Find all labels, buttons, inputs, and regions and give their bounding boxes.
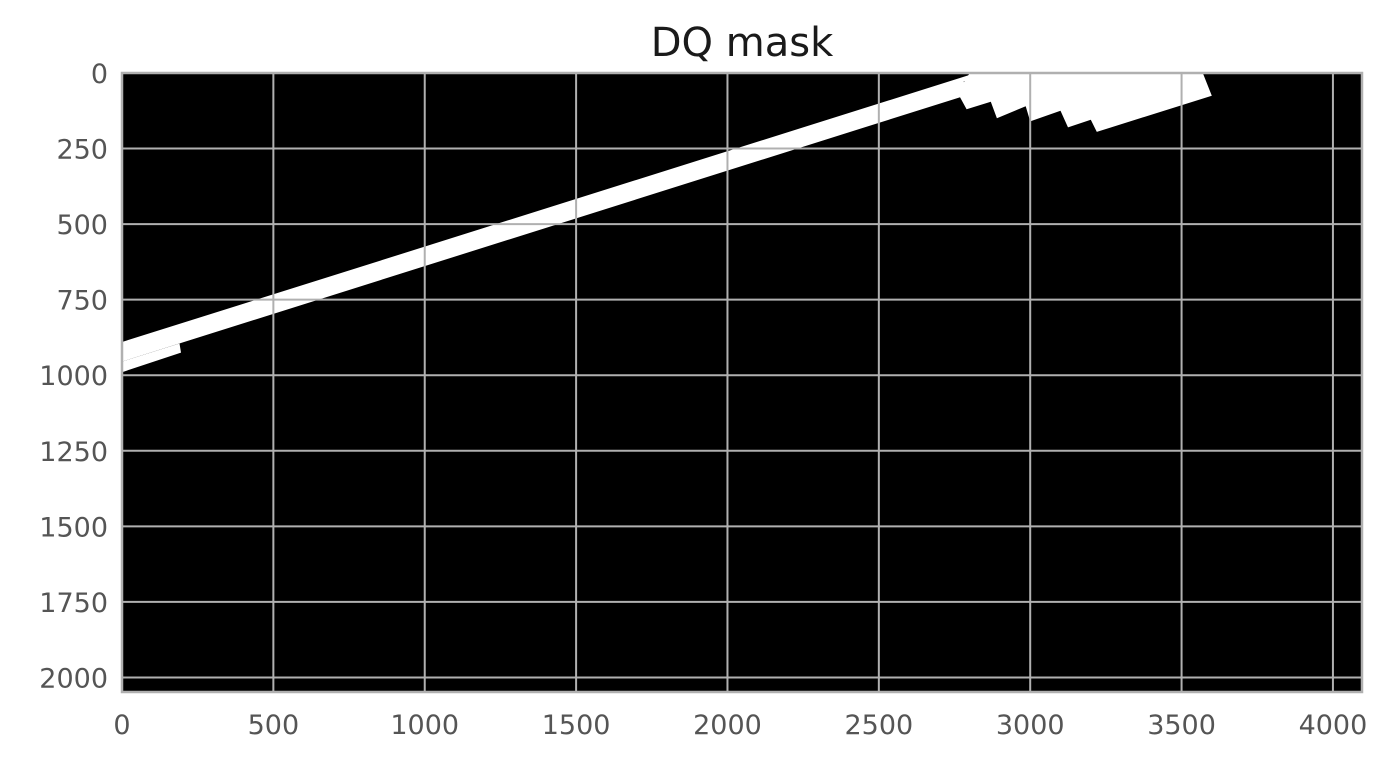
x-tick-label: 4000 — [1299, 710, 1368, 741]
image-background — [122, 73, 1362, 692]
mask-region-secondary-streak — [122, 343, 181, 373]
mask-layer — [122, 73, 1212, 373]
plot-area — [120, 71, 1364, 694]
y-tick-label: 750 — [56, 286, 108, 317]
y-tick-label: 0 — [91, 59, 108, 90]
x-tick-label: 3000 — [996, 710, 1065, 741]
x-tick-label: 500 — [248, 710, 300, 741]
x-tick-label: 1500 — [542, 710, 611, 741]
y-tick-label: 500 — [56, 210, 108, 241]
x-axis: 0 500 1000 1500 2000 2500 3000 3500 4000 — [113, 710, 1367, 741]
y-tick-label: 2000 — [39, 663, 108, 694]
y-axis: 0 250 500 750 1000 1250 1500 1750 2000 — [39, 59, 108, 694]
plot-frame — [120, 71, 1364, 694]
x-tick-label: 2000 — [693, 710, 762, 741]
y-tick-label: 1250 — [39, 437, 108, 468]
x-tick-label: 2500 — [844, 710, 913, 741]
y-tick-label: 1500 — [39, 512, 108, 543]
x-tick-label: 1000 — [390, 710, 459, 741]
x-tick-label: 3500 — [1147, 710, 1216, 741]
y-tick-label: 1000 — [39, 361, 108, 392]
y-tick-label: 1750 — [39, 588, 108, 619]
x-tick-label: 0 — [113, 710, 130, 741]
grid-lines — [121, 72, 1362, 692]
chart-title: DQ mask — [651, 20, 834, 66]
mask-region-primary-streak — [122, 73, 991, 362]
mask-region-saturated-block — [957, 73, 1212, 132]
y-tick-label: 250 — [56, 135, 108, 166]
